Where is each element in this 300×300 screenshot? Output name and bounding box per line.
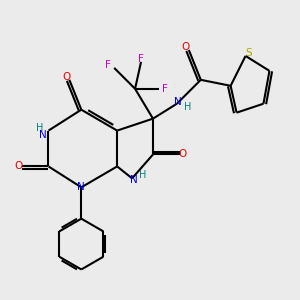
- Text: O: O: [182, 42, 190, 52]
- Text: N: N: [130, 175, 137, 185]
- Text: F: F: [105, 60, 111, 70]
- Text: F: F: [138, 54, 144, 64]
- Text: N: N: [39, 130, 46, 140]
- Text: H: H: [139, 170, 146, 180]
- Text: O: O: [62, 72, 70, 82]
- Text: O: O: [14, 161, 23, 171]
- Text: S: S: [245, 48, 252, 58]
- Text: H: H: [36, 123, 43, 133]
- Text: H: H: [184, 102, 191, 112]
- Text: F: F: [162, 84, 168, 94]
- Text: N: N: [77, 182, 85, 192]
- Text: O: O: [179, 149, 187, 160]
- Text: N: N: [175, 97, 182, 107]
